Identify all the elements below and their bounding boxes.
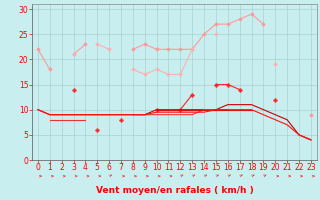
X-axis label: Vent moyen/en rafales ( km/h ): Vent moyen/en rafales ( km/h ) <box>96 186 253 195</box>
